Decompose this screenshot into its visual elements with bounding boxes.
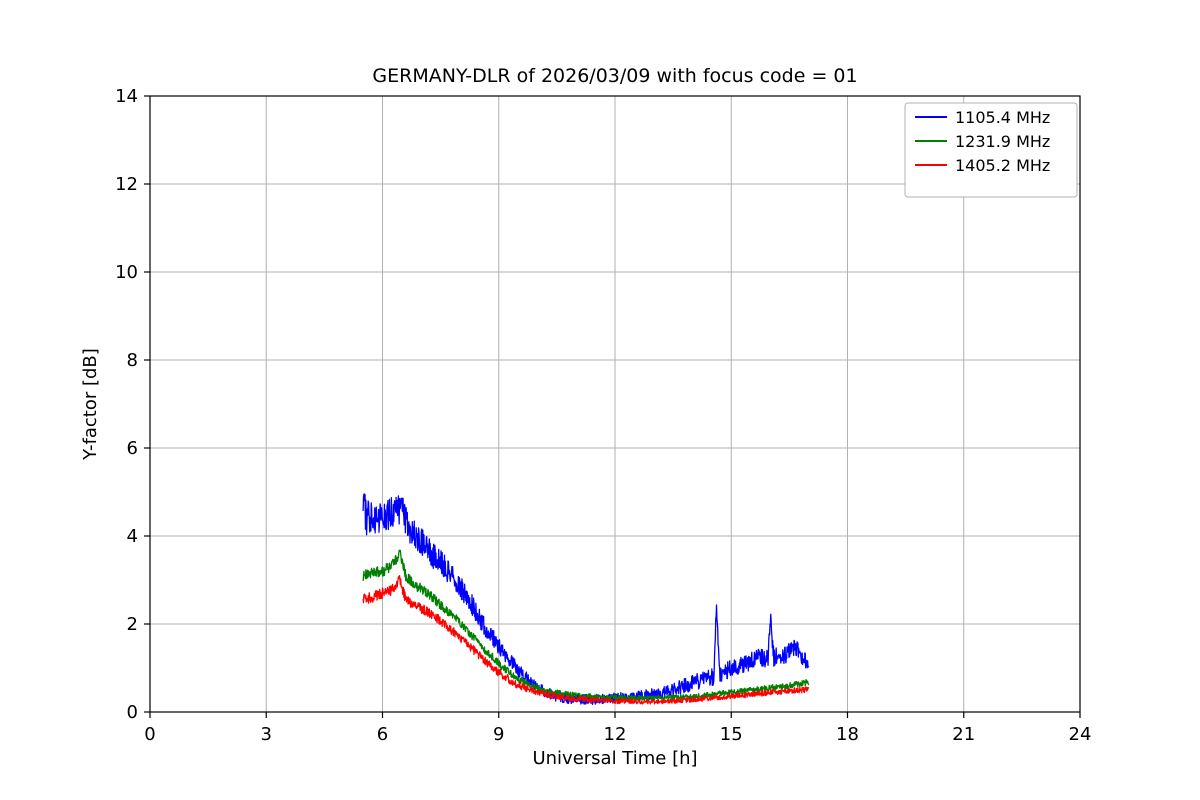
legend-label: 1105.4 MHz <box>955 108 1050 127</box>
y-tick-label: 0 <box>127 702 138 723</box>
legend-label: 1405.2 MHz <box>955 156 1050 175</box>
legend-label: 1231.9 MHz <box>955 132 1050 151</box>
y-tick-label: 4 <box>127 526 138 547</box>
x-tick-label: 6 <box>377 724 388 745</box>
y-tick-label: 12 <box>115 174 138 195</box>
y-axis-label: Y-factor [dB] <box>80 348 101 461</box>
chart-title: GERMANY-DLR of 2026/03/09 with focus cod… <box>372 65 857 87</box>
x-tick-label: 18 <box>836 724 859 745</box>
y-tick-label: 10 <box>115 262 138 283</box>
y-tick-label: 14 <box>115 86 138 107</box>
x-tick-label: 21 <box>952 724 975 745</box>
y-tick-label: 8 <box>127 350 138 371</box>
x-tick-label: 12 <box>604 724 627 745</box>
x-tick-label: 24 <box>1069 724 1092 745</box>
series-line-1231.9 <box>362 549 810 701</box>
y-tick-label: 6 <box>127 438 138 459</box>
x-tick-label: 3 <box>261 724 272 745</box>
x-axis-label: Universal Time [h] <box>532 748 697 769</box>
legend-box <box>904 102 1078 198</box>
series-line-1105.4 <box>362 493 810 706</box>
x-tick-label: 0 <box>144 724 155 745</box>
series-line-1405.2 <box>362 574 810 705</box>
x-tick-label: 9 <box>493 724 504 745</box>
y-tick-label: 2 <box>127 614 138 635</box>
x-tick-label: 15 <box>720 724 743 745</box>
